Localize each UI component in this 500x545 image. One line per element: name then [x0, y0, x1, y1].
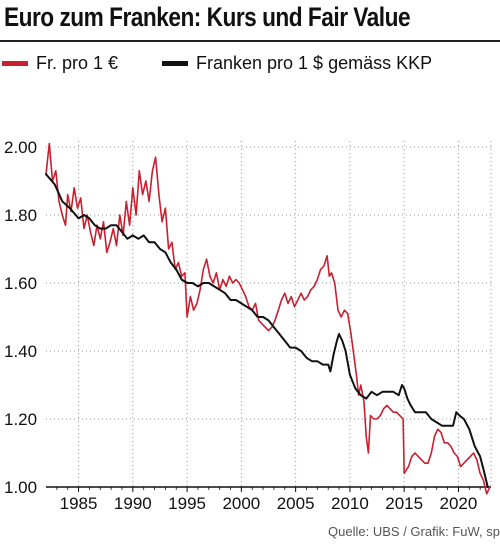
legend-swatch-black — [162, 61, 188, 66]
source-note: Quelle: UBS / Grafik: FuW, sp — [328, 524, 500, 539]
x-tick-label: 2005 — [277, 494, 315, 513]
x-tick-label: 2015 — [385, 494, 423, 513]
y-tick-label: 1.20 — [4, 410, 37, 429]
y-tick-label: 1.00 — [4, 478, 37, 497]
title-divider — [0, 40, 500, 42]
y-tick-label: 2.00 — [4, 138, 37, 157]
x-tick-label: 2020 — [440, 494, 478, 513]
legend-label-black: Franken pro 1 $ gemäss KKP — [196, 53, 433, 73]
y-tick-label: 1.80 — [4, 206, 37, 225]
chart-title: Euro zum Franken: Kurs und Fair Value — [4, 2, 411, 32]
chart-legend: Fr. pro 1 € Franken pro 1 $ gemäss KKP — [0, 53, 500, 83]
legend-item-black: Franken pro 1 $ gemäss KKP — [162, 53, 432, 74]
y-tick-label: 1.40 — [4, 342, 37, 361]
x-tick-label: 1985 — [60, 494, 98, 513]
series-line-black — [45, 173, 489, 488]
legend-label-red: Fr. pro 1 € — [36, 53, 119, 73]
x-tick-label: 2000 — [222, 494, 260, 513]
x-tick-label: 1990 — [114, 494, 152, 513]
x-tick-label: 1995 — [168, 494, 206, 513]
y-tick-label: 1.60 — [4, 274, 37, 293]
legend-item-red: Fr. pro 1 € — [2, 53, 118, 74]
series-line-red — [45, 142, 491, 495]
legend-swatch-red — [2, 61, 28, 66]
x-tick-label: 2010 — [331, 494, 369, 513]
